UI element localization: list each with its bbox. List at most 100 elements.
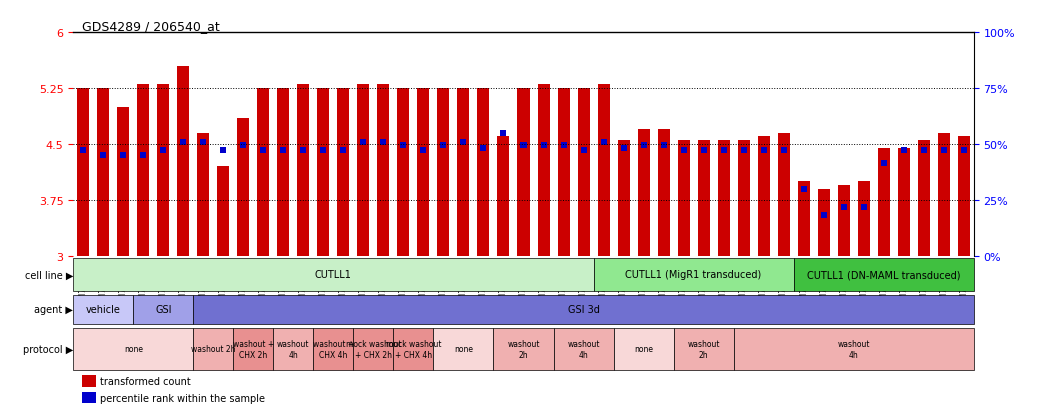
Bar xyxy=(740,147,747,154)
Bar xyxy=(920,147,927,154)
Text: washout
2h: washout 2h xyxy=(507,339,540,358)
Text: transformed count: transformed count xyxy=(101,376,191,386)
Bar xyxy=(438,89,449,256)
Bar xyxy=(400,143,406,149)
Bar xyxy=(477,89,490,256)
FancyBboxPatch shape xyxy=(734,328,974,370)
Bar xyxy=(277,89,289,256)
Bar xyxy=(220,147,226,154)
Bar xyxy=(137,85,150,256)
FancyBboxPatch shape xyxy=(554,328,614,370)
FancyBboxPatch shape xyxy=(433,328,493,370)
Text: GDS4289 / 206540_at: GDS4289 / 206540_at xyxy=(83,20,220,33)
Bar xyxy=(857,182,870,256)
Bar xyxy=(778,133,789,256)
Bar xyxy=(560,143,566,149)
Bar xyxy=(580,147,586,154)
Bar xyxy=(798,182,809,256)
Bar xyxy=(238,119,249,256)
Bar xyxy=(961,147,966,154)
Text: percentile rank within the sample: percentile rank within the sample xyxy=(101,393,265,403)
Bar xyxy=(677,141,690,256)
Bar xyxy=(200,140,206,146)
Bar xyxy=(97,89,109,256)
Text: CUTLL1 (DN-MAML transduced): CUTLL1 (DN-MAML transduced) xyxy=(807,270,960,280)
Text: CUTLL1: CUTLL1 xyxy=(315,270,352,280)
Bar xyxy=(77,89,89,256)
Bar xyxy=(958,137,970,256)
Bar xyxy=(841,205,847,211)
Text: GSI 3d: GSI 3d xyxy=(567,304,600,314)
Bar xyxy=(638,130,649,256)
Bar xyxy=(917,141,930,256)
FancyBboxPatch shape xyxy=(233,328,273,370)
Bar xyxy=(681,147,687,154)
Bar xyxy=(360,140,366,146)
FancyBboxPatch shape xyxy=(73,295,133,324)
Bar xyxy=(897,148,910,256)
Bar xyxy=(317,89,330,256)
Bar xyxy=(801,186,806,192)
Bar xyxy=(461,140,467,146)
Bar xyxy=(881,160,887,166)
Bar xyxy=(441,143,446,149)
Bar xyxy=(380,140,386,146)
FancyBboxPatch shape xyxy=(394,328,433,370)
Bar xyxy=(261,147,266,154)
Bar xyxy=(861,205,867,211)
Bar xyxy=(758,137,770,256)
Bar xyxy=(661,143,667,149)
Text: washout
4h: washout 4h xyxy=(838,339,870,358)
Bar xyxy=(821,212,827,218)
Text: vehicle: vehicle xyxy=(86,304,120,314)
Text: none: none xyxy=(634,344,653,354)
Bar xyxy=(117,107,130,256)
Bar xyxy=(818,189,829,256)
Bar xyxy=(83,375,96,387)
Bar xyxy=(300,147,307,154)
Bar xyxy=(497,137,510,256)
Bar xyxy=(557,89,570,256)
Text: washout
2h: washout 2h xyxy=(687,339,720,358)
Text: washout +
CHX 4h: washout + CHX 4h xyxy=(313,339,354,358)
Bar xyxy=(737,141,750,256)
FancyBboxPatch shape xyxy=(354,328,394,370)
Bar xyxy=(340,147,347,154)
Bar xyxy=(357,85,370,256)
Bar xyxy=(377,85,389,256)
Bar xyxy=(598,85,609,256)
Bar xyxy=(621,145,626,151)
FancyBboxPatch shape xyxy=(313,328,354,370)
Bar xyxy=(700,147,707,154)
Bar xyxy=(180,140,186,146)
Bar xyxy=(641,143,647,149)
Bar xyxy=(601,140,606,146)
Text: mock washout
+ CHX 2h: mock washout + CHX 2h xyxy=(346,339,401,358)
Bar xyxy=(720,147,727,154)
Text: washout +
CHX 2h: washout + CHX 2h xyxy=(232,339,274,358)
FancyBboxPatch shape xyxy=(594,258,794,291)
Bar xyxy=(398,89,409,256)
Bar xyxy=(877,148,890,256)
Text: mock washout
+ CHX 4h: mock washout + CHX 4h xyxy=(385,339,441,358)
Text: washout 2h: washout 2h xyxy=(192,344,236,354)
Bar xyxy=(520,143,527,149)
Bar xyxy=(578,89,589,256)
Bar xyxy=(337,89,350,256)
Bar xyxy=(418,89,429,256)
Text: washout
4h: washout 4h xyxy=(277,339,310,358)
FancyBboxPatch shape xyxy=(133,295,194,324)
Bar xyxy=(177,66,190,256)
Bar xyxy=(481,145,487,151)
Text: cell line ▶: cell line ▶ xyxy=(25,270,73,280)
FancyBboxPatch shape xyxy=(73,258,594,291)
Text: washout
4h: washout 4h xyxy=(567,339,600,358)
Bar xyxy=(421,147,426,154)
Text: agent ▶: agent ▶ xyxy=(35,304,73,314)
FancyBboxPatch shape xyxy=(273,328,313,370)
Bar xyxy=(157,85,170,256)
Bar xyxy=(537,85,550,256)
FancyBboxPatch shape xyxy=(194,328,233,370)
Bar xyxy=(120,153,127,159)
Bar xyxy=(517,89,530,256)
